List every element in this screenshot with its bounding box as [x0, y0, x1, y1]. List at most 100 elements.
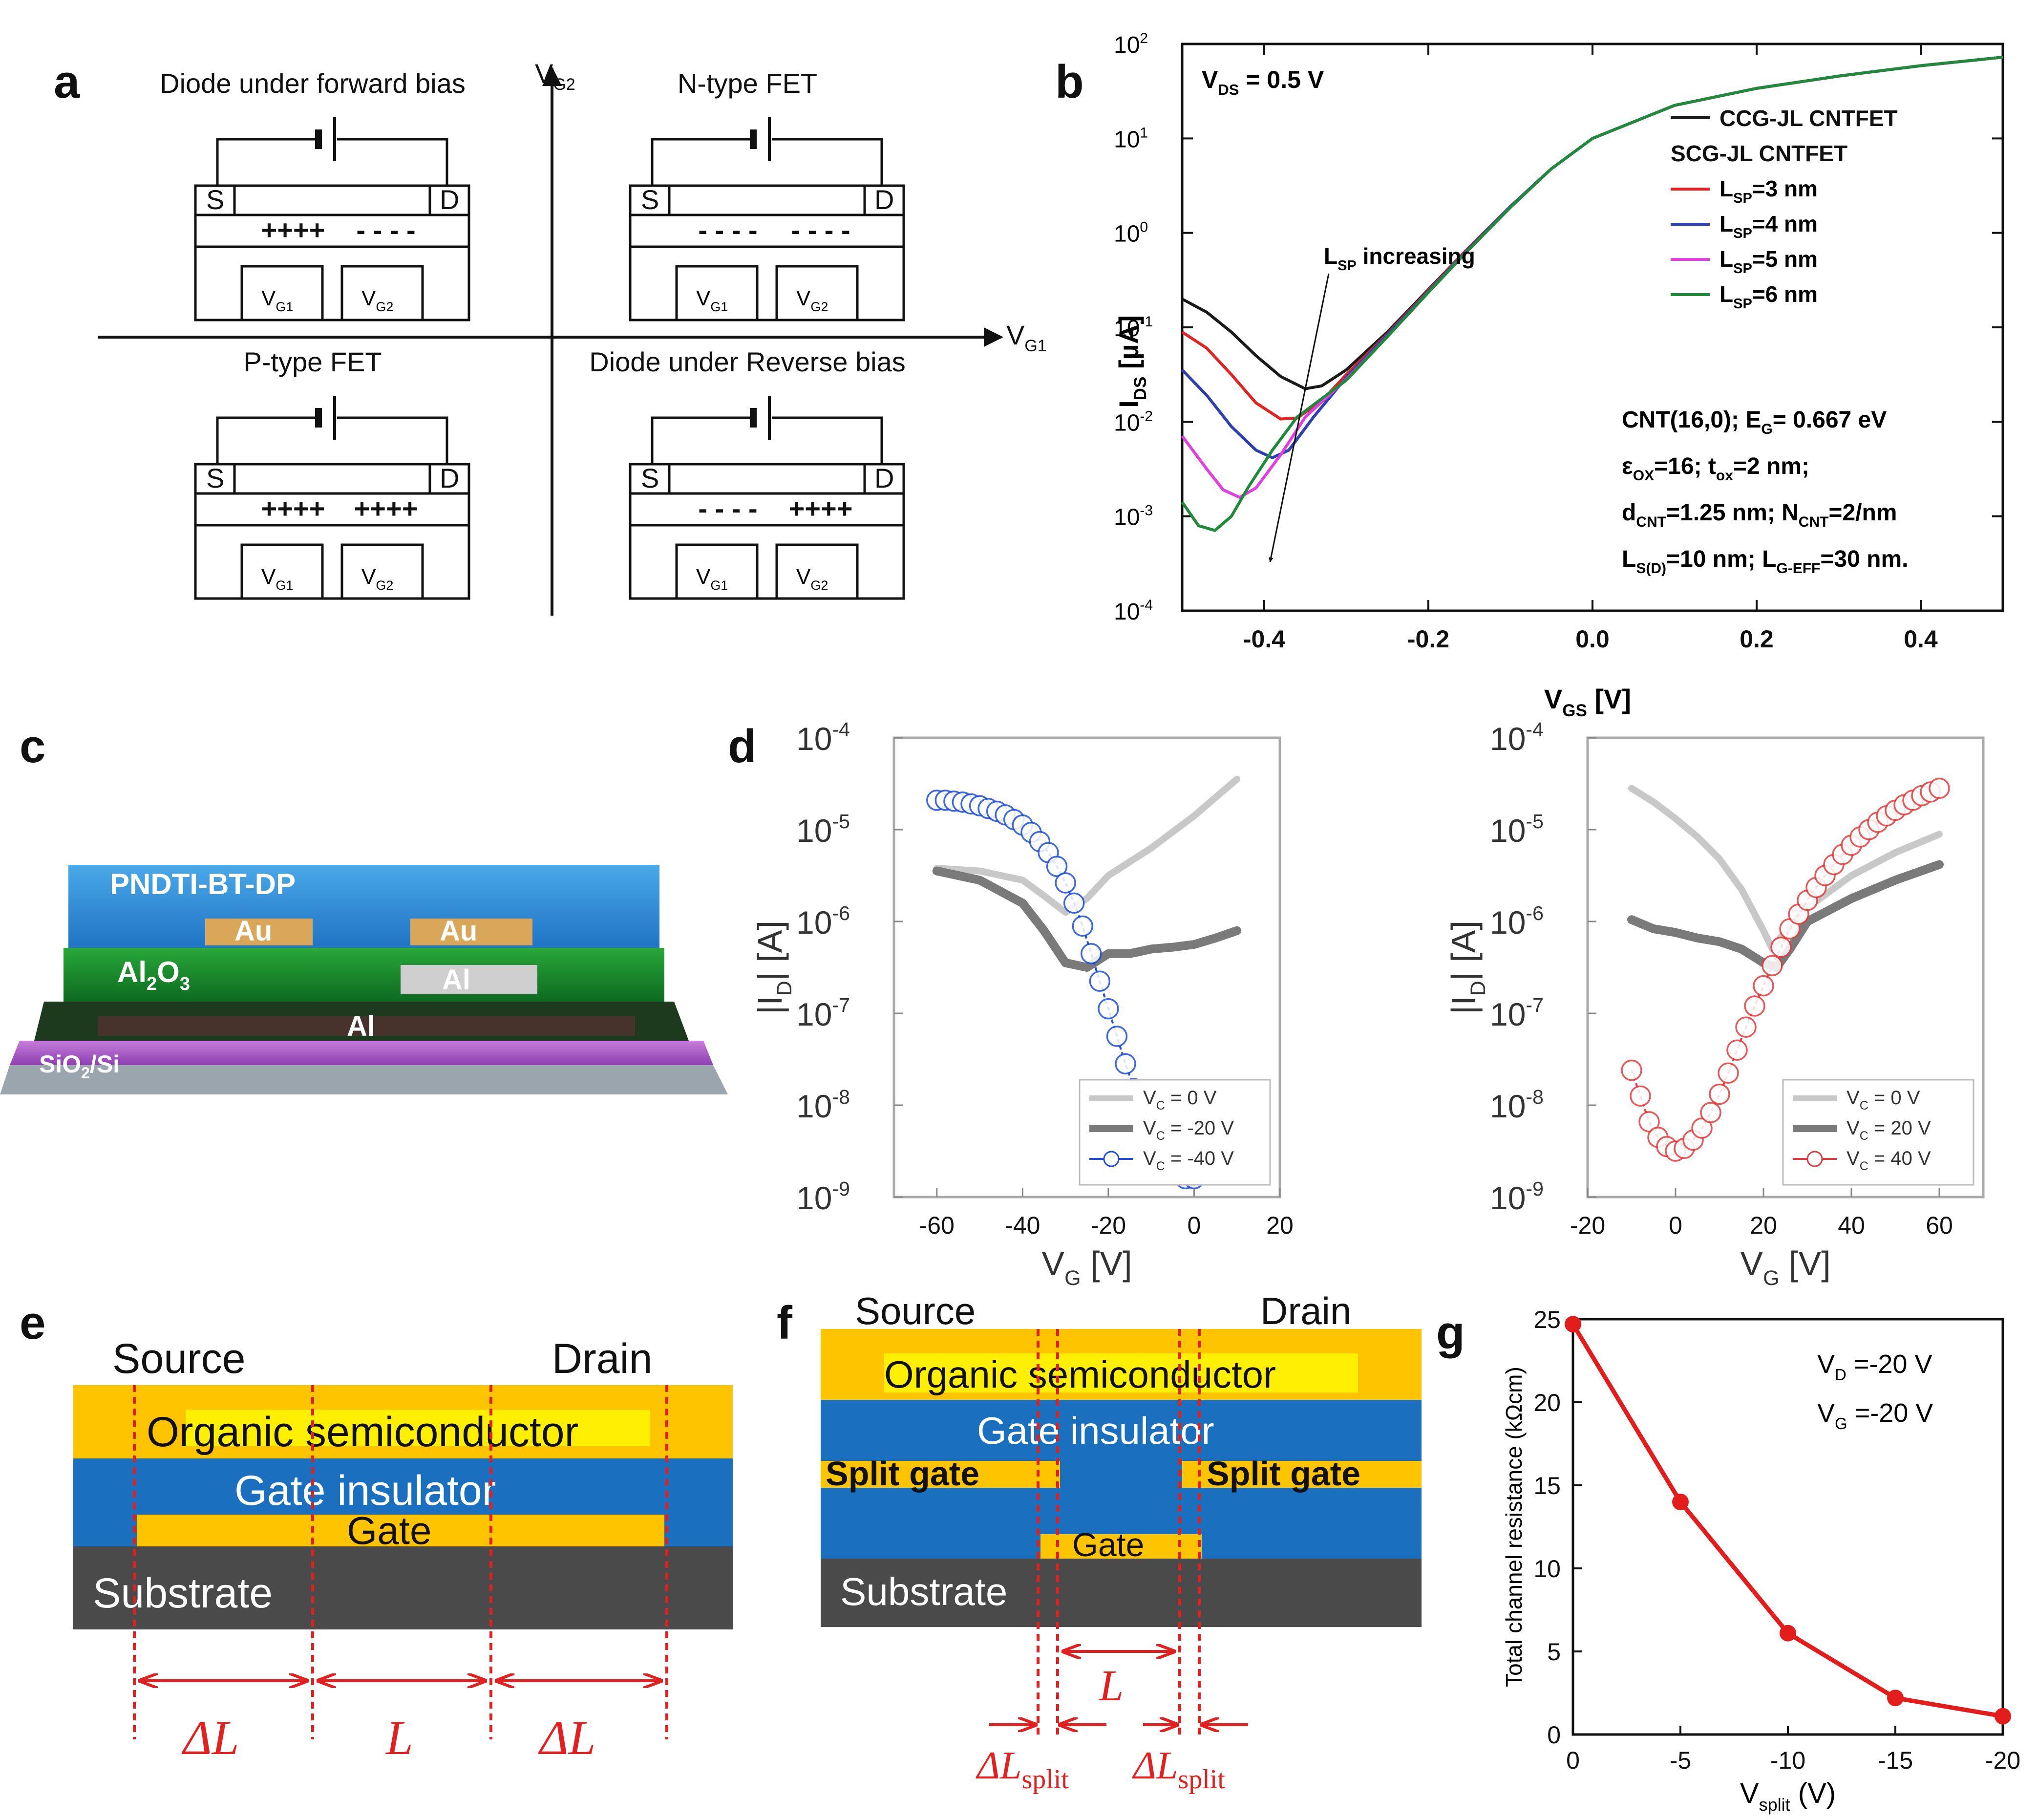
gate-region: [629, 525, 905, 600]
axis-vg2-label: VG2: [535, 58, 575, 94]
x-axis-label: Vsplit (V): [1740, 1777, 1836, 1815]
substrate-label: Substrate: [93, 1570, 273, 1617]
wire-right: [772, 416, 883, 464]
panel-f: f Source Drain Organic semiconductor Gat…: [777, 1289, 1422, 1795]
au-label-right: Au: [440, 915, 477, 947]
y-tick-label: 10-6: [1490, 902, 1544, 941]
split-gate-left-label: Split gate: [826, 1455, 979, 1493]
panel-g-label: g: [1436, 1306, 1465, 1359]
dimension-lines: [1037, 1329, 1201, 1739]
gate-1-label: VG1: [696, 565, 728, 593]
device-title: N-type FET: [678, 68, 817, 99]
data-point: [1929, 777, 1950, 799]
split-gate-right: [1182, 1461, 1422, 1488]
panel-b: b -0.4 -0.2 0.0 0.2 0.4 102 101 100 10-1 10-2 10-3…: [1055, 30, 2004, 720]
battery-icon: [315, 129, 322, 149]
source-label: Source: [855, 1289, 976, 1332]
data-point: [1753, 975, 1774, 997]
y-tick-label: 102: [1114, 30, 1148, 58]
y-axis-label: |ID| [A]: [751, 921, 796, 1014]
data-point: [1098, 998, 1119, 1020]
wire-left: [651, 138, 752, 186]
legend-swatch: [1103, 1151, 1120, 1167]
gate-electrode: [137, 1515, 664, 1546]
data-point: [1735, 1016, 1757, 1038]
drain-label: Drain: [552, 1335, 653, 1382]
channel-row: [194, 214, 470, 248]
semiconductor-highlight: [884, 1353, 1358, 1392]
y-axis-label: Total channel resistance (kΩcm): [1501, 1367, 1527, 1687]
data-point: [1106, 1026, 1128, 1047]
legend-header: SCG-JL CNTFET: [1671, 141, 1847, 166]
x-tick-label: 60: [1926, 1212, 1953, 1239]
contact-row: [194, 184, 470, 216]
wire-left: [651, 416, 752, 464]
x-tick-label: 0: [1566, 1747, 1580, 1774]
data-point: [1995, 1708, 2011, 1725]
legend-entry: LSP=4 nm: [1720, 211, 1818, 241]
panel-a: a VG2 VG1 Diode under forward bias S D ++++…: [54, 56, 1047, 616]
gate-1-label: VG1: [696, 286, 728, 314]
panel-g: g 0 -5 -10 -15 -20 0 5 10 15 20 25 Vsplit (V) Total …: [1436, 1306, 2020, 1815]
y-tick-label: 100: [1114, 219, 1148, 247]
semiconductor-label: Organic semiconductor: [147, 1409, 578, 1456]
param-text: dCNT=1.25 nm; NCNT=2/nm: [1622, 500, 1897, 530]
charge-left: ++++: [261, 214, 325, 245]
gate-region: [629, 247, 905, 321]
x-tick-label: 0.4: [1904, 625, 1938, 653]
dimension-arrows: [989, 1651, 1248, 1725]
x-tick-label: -20: [1091, 1212, 1126, 1239]
y-tick-label: 10-4: [796, 718, 850, 757]
data-point: [1770, 936, 1792, 958]
dim-delta-l-right: ΔL: [538, 1711, 595, 1765]
sio2-label: SiO2/Si: [39, 1050, 120, 1082]
x-tick-label: 0: [1669, 1212, 1682, 1239]
panel-b-label: b: [1055, 56, 1084, 108]
panel-d-label: d: [728, 720, 757, 772]
split-gate-right-label: Split gate: [1207, 1455, 1360, 1493]
y-tick-label: 10-3: [1114, 503, 1153, 531]
y-tick-label: 10-8: [796, 1086, 850, 1124]
y-tick-label: 10-4: [1490, 718, 1544, 757]
data-point: [1063, 892, 1085, 914]
dim-l: L: [385, 1711, 413, 1765]
x-tick-label: 0.0: [1575, 625, 1610, 653]
y-tick-label: 10-1: [1114, 314, 1153, 342]
y-tick-label: 10-4: [1114, 597, 1153, 625]
data-point: [1887, 1690, 1904, 1707]
al-bottom-gate: [98, 1016, 635, 1036]
data-point: [1630, 1085, 1651, 1107]
y-tick-label: 10-5: [796, 810, 850, 849]
plot-frame: [892, 736, 1281, 1199]
vg-annotation: VG =-20 V: [1817, 1398, 1933, 1433]
x-axis-label: VGS [V]: [1544, 684, 1631, 720]
charge-left: ++++: [261, 493, 325, 524]
legend-entry: LSP=3 nm: [1720, 176, 1818, 206]
series-line: [1571, 1323, 2003, 1719]
wire-right: [337, 138, 448, 186]
legend-entry: LSP=6 nm: [1720, 281, 1818, 312]
x-tick-label: 20: [1266, 1212, 1294, 1239]
al2o3-layer: [64, 948, 664, 1002]
x-tick-label: -20: [1985, 1747, 2020, 1774]
gate-2-box: [775, 265, 859, 321]
data-point: [1700, 1102, 1721, 1123]
au-label-left: Au: [234, 915, 272, 947]
device-3d-render: PNDTI-BT-DP Au Au Al2O3 Al Al SiO2/Si: [0, 865, 728, 1094]
gate-1-label: VG1: [261, 565, 293, 593]
drain-label: Drain: [1260, 1289, 1351, 1332]
y-tick-label: 5: [1547, 1638, 1561, 1666]
panel-e-label: e: [20, 1297, 45, 1349]
y-tick-label: 10-6: [796, 902, 850, 941]
channel-row: [194, 492, 470, 527]
x-axis-label: VG [V]: [1740, 1244, 1830, 1290]
data-point: [1780, 1625, 1796, 1642]
gate-2-label: VG2: [361, 565, 393, 593]
y-tick-label: 10-7: [1490, 994, 1544, 1032]
device-title: Diode under Reverse bias: [589, 346, 905, 377]
panel-f-label: f: [777, 1297, 793, 1349]
legend-entry: VC = -20 V: [1143, 1117, 1234, 1143]
wire-right: [337, 416, 448, 464]
al-mid-label: Al: [442, 964, 470, 996]
gate-2-label: VG2: [796, 286, 828, 314]
